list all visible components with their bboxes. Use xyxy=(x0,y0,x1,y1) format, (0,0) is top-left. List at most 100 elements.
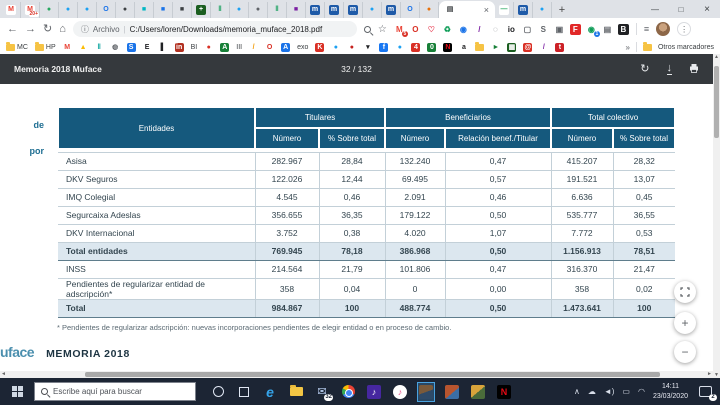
bookmark-item[interactable]: in xyxy=(174,42,184,52)
game-forza-button[interactable] xyxy=(444,383,460,401)
browser-tab[interactable]: O xyxy=(401,2,420,18)
taskbar-search[interactable] xyxy=(34,382,196,401)
print-icon[interactable] xyxy=(689,63,699,76)
bookmark-item[interactable]: ‖ xyxy=(95,43,104,52)
browser-tab[interactable]: ■ xyxy=(154,2,173,18)
extension-icon[interactable]: ▤ xyxy=(603,24,612,34)
browser-tab[interactable]: + xyxy=(192,2,211,18)
browser-tab[interactable]: ● xyxy=(249,2,268,18)
browser-tab[interactable]: ‖ xyxy=(268,2,287,18)
scroll-up-icon[interactable]: ▲ xyxy=(714,54,719,60)
cortana-button[interactable] xyxy=(210,383,226,401)
amazon-music-button[interactable]: ♪ xyxy=(366,383,382,401)
bookmark-item[interactable]: exo xyxy=(297,44,308,51)
minimize-icon[interactable]: — xyxy=(651,4,659,14)
browser-tab[interactable]: ● xyxy=(533,2,552,18)
browser-tab[interactable]: m xyxy=(514,2,533,18)
scroll-down-icon[interactable]: ▼ xyxy=(714,372,719,378)
back-icon[interactable]: ← xyxy=(7,22,18,35)
bookmark-item[interactable]: ◍ xyxy=(111,43,120,52)
bookmark-item[interactable]: III xyxy=(236,44,242,51)
browser-tab[interactable]: ● xyxy=(363,2,382,18)
search-input[interactable] xyxy=(53,387,173,396)
bookmark-item[interactable]: E xyxy=(143,43,152,52)
extension-icon[interactable]: ♻ xyxy=(443,24,451,34)
other-bookmarks-label[interactable]: Otros marcadores xyxy=(657,43,714,51)
browser-tab[interactable]: m xyxy=(344,2,363,18)
browser-tab[interactable]: ● xyxy=(59,2,78,18)
bookmark-item[interactable]: K xyxy=(315,42,325,52)
browser-tab[interactable]: ● xyxy=(230,2,249,18)
extension-icon[interactable]: ♡ xyxy=(427,24,435,34)
extension-icon[interactable]: O xyxy=(412,24,419,34)
extension-icon[interactable]: F xyxy=(569,23,581,35)
tab-close-icon[interactable]: × xyxy=(483,4,489,15)
bookmark-item[interactable]: ► xyxy=(491,43,500,52)
browser-tab[interactable]: ● xyxy=(420,2,439,18)
browser-tab[interactable]: ‖ xyxy=(211,2,230,18)
edge-button[interactable]: e xyxy=(262,383,278,401)
browser-tab-active[interactable]: ▤ × xyxy=(439,1,495,18)
bookmark-item[interactable]: A xyxy=(220,42,230,52)
browser-tab[interactable]: ■ xyxy=(173,2,192,18)
bookmark-item[interactable]: / xyxy=(249,43,258,52)
itunes-button[interactable]: ♪ xyxy=(392,383,408,401)
menu-kebab-icon[interactable]: ⋮ xyxy=(677,22,692,36)
bookmark-item[interactable]: S xyxy=(126,42,136,52)
home-icon[interactable]: ⌂ xyxy=(59,22,66,35)
bookmark-item[interactable]: f xyxy=(379,42,389,52)
bookmark-item[interactable]: BI xyxy=(191,44,198,51)
extension-icon[interactable]: B xyxy=(617,23,629,35)
photos-app-button[interactable] xyxy=(417,381,435,402)
bookmark-item[interactable]: ● xyxy=(347,43,356,52)
taskbar-clock[interactable]: 14:11 23/03/2020 xyxy=(653,382,688,400)
browser-tab[interactable]: O xyxy=(97,2,116,18)
browser-tab[interactable]: ● xyxy=(78,2,97,18)
address-bar[interactable]: ⓘ Archivo | C:/Users/loren/Downloads/mem… xyxy=(72,21,357,37)
bookmark-item[interactable] xyxy=(475,41,485,51)
start-button[interactable] xyxy=(0,378,34,405)
file-explorer-button[interactable] xyxy=(288,383,304,401)
bookmarks-overflow-icon[interactable]: » xyxy=(625,42,630,52)
action-center-button[interactable]: 2 xyxy=(696,383,717,401)
horizontal-scrollbar[interactable]: ◄ ► xyxy=(0,371,713,378)
network-icon[interactable]: ◠ xyxy=(637,387,645,396)
bookmark-item[interactable]: 0 xyxy=(427,42,437,52)
chrome-button[interactable] xyxy=(340,383,356,401)
vertical-scroll-thumb[interactable] xyxy=(714,66,719,138)
horizontal-scroll-thumb[interactable] xyxy=(85,372,660,377)
mail-button[interactable]: ✉ 32 xyxy=(314,383,333,401)
restore-icon[interactable]: □ xyxy=(678,4,684,14)
browser-tab[interactable]: ● xyxy=(116,2,135,18)
reload-icon[interactable]: ↻ xyxy=(43,22,53,35)
zoom-out-button[interactable]: − xyxy=(674,341,696,363)
fit-page-button[interactable] xyxy=(674,281,696,303)
scroll-left-icon[interactable]: ◄ xyxy=(1,371,6,377)
zoom-page-icon[interactable] xyxy=(363,25,371,33)
extension-icon[interactable]: ◉ xyxy=(459,24,467,34)
extension-icon[interactable]: ◉ 1 xyxy=(587,24,600,37)
bookmark-item[interactable]: / xyxy=(539,43,548,52)
bookmark-item[interactable]: t xyxy=(555,42,565,52)
browser-tab[interactable]: ● xyxy=(40,2,59,18)
browser-tab[interactable]: m xyxy=(382,2,401,18)
extension-icon[interactable]: ▢ xyxy=(523,24,532,34)
browser-tab[interactable]: m xyxy=(306,2,325,18)
volume-icon[interactable]: ◄) xyxy=(603,387,615,396)
bookmark-item[interactable]: ▦ xyxy=(507,42,517,52)
browser-tab[interactable]: M 20+ xyxy=(21,2,40,18)
browser-tab[interactable]: m xyxy=(325,2,344,18)
vertical-scrollbar[interactable]: ▲ ▼ xyxy=(713,54,720,378)
bookmark-item[interactable]: ▌ xyxy=(159,43,168,52)
extension-icon[interactable]: io xyxy=(507,24,515,34)
browser-tab[interactable]: — xyxy=(495,2,514,18)
bookmark-item[interactable]: O xyxy=(265,43,274,52)
extension-icon[interactable]: ▣ xyxy=(555,24,564,34)
bookmark-item[interactable]: ▲ xyxy=(79,43,88,52)
bookmark-item[interactable]: N xyxy=(443,42,453,52)
bookmark-item[interactable]: MC xyxy=(6,41,28,51)
bookmark-item[interactable]: @ xyxy=(523,42,533,52)
profile-avatar[interactable] xyxy=(656,22,671,36)
bookmark-item[interactable]: A xyxy=(281,42,291,52)
